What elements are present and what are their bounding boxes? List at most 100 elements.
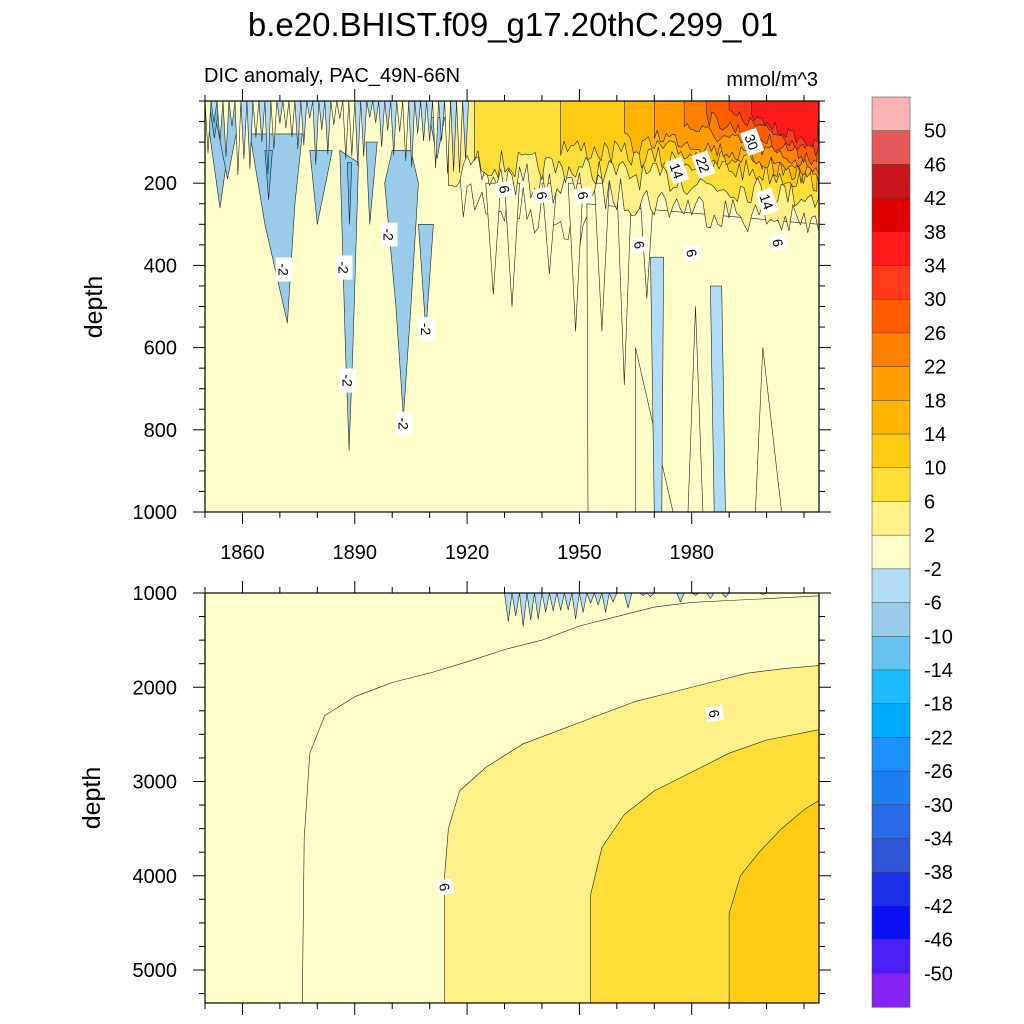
y-tick-label: 5000 [133,960,178,982]
surface-noise [360,101,368,157]
negative-region-5 [384,150,419,418]
surface-noise [420,101,427,141]
top-x-axis: 1860 1890 1920 1950 1980 [204,89,805,564]
contour-label-text: 6 [683,248,700,259]
surface-noise [426,101,433,142]
edge-noise [601,593,610,613]
colorbar-swatch [871,265,911,300]
chart-title: b.e20.BHIST.f09_g17.20thC.299_01 [248,6,778,43]
surface-noise [390,101,398,156]
surface-noise [270,101,278,150]
edge-noise [788,593,797,594]
sliver-neg2-2 [650,256,664,512]
edge-noise [571,593,580,620]
bottom-contour-fills [301,593,819,1003]
edge-noise [706,593,715,599]
edge-noise [504,593,513,622]
band-2-6-deep [586,203,819,512]
colorbar-swatch [871,298,911,334]
surface-noise [372,101,380,123]
surface-noise [288,101,296,138]
colorbar-swatch [871,905,911,941]
surface-noise [384,101,392,131]
contour-label-text: 6 [769,238,786,249]
colorbar-swatch [871,838,911,873]
y-tick-label: 800 [144,420,177,442]
colorbar-swatch [871,96,911,132]
top-y-axis: 200 400 600 800 1000 [133,100,831,524]
edge-noise [564,593,573,611]
colorbar-swatch [871,332,911,368]
colorbar-label: -14 [924,660,953,682]
surface-noise [210,101,218,123]
colorbar-swatch [871,433,911,469]
contour-label: 14 [754,187,780,216]
edge-noise [534,593,543,620]
sliver-neg2-2b [710,285,726,512]
contour-label-text: -2 [381,228,397,241]
colorbar-label: -38 [924,862,953,884]
surface-noise [456,101,463,173]
colorbar-label: -18 [924,694,953,716]
contour-label-text: 14 [667,161,687,181]
edge-noise [526,593,535,621]
y-tick-label: 1000 [133,502,178,524]
surface-noise [294,101,302,149]
contour-label: -2 [417,317,435,342]
contour-label-text: 30 [741,132,761,152]
colorbar-label: -30 [924,795,953,817]
x-tick-label: 1920 [445,542,490,564]
contour-label: 22 [691,150,716,179]
colorbar-swatch [871,973,911,1008]
contour-label: 6 [532,186,553,205]
surface-noise [432,101,439,169]
surface-noise [246,101,254,169]
edge-noise [623,593,633,609]
colorbar-swatch [871,703,911,738]
colorbar-swatch [871,636,911,671]
colorbar-swatch [871,130,911,165]
contour-label-text: -2 [339,374,355,387]
y-tick-label: 200 [144,173,177,195]
bottom-x-axis [204,581,805,1015]
x-tick-label: 1950 [557,542,602,564]
colorbar-label: -2 [924,559,942,581]
edge-noise [668,593,678,594]
colorbar-label: -34 [924,829,953,851]
surface-noise [276,101,284,124]
colorbar-swatch [871,197,911,233]
negative-core-2 [346,162,353,225]
surface-noise [300,101,308,146]
surface-noise [414,101,421,134]
contour-label: -2 [380,222,398,247]
surface-noise [450,101,457,172]
edge-noise [811,593,819,594]
edge-noise [781,593,790,594]
units-label: mmol/m^3 [726,69,818,91]
colorbar-swatch [871,602,911,637]
y-tick-label: 4000 [133,866,178,888]
colorbar-label: 2 [924,525,935,547]
contour-label-text: 6 [706,708,723,719]
colorbar-label: 22 [924,357,946,379]
bottom-contour-labels: 66 [435,704,725,896]
contour-label-text: 14 [756,192,776,212]
edge-noise [594,593,603,606]
band-14-18 [728,800,819,1003]
negative-region-8 [365,141,378,225]
contour-label-text: 22 [693,155,713,175]
surface-noise [234,101,242,176]
surface-noise [264,101,272,175]
colorbar-label: 14 [924,424,946,446]
edge-noise [541,593,550,613]
edge-noise [608,593,618,603]
negative-region-4 [339,150,359,451]
edge-noise [549,593,558,612]
surface-noise [222,101,230,157]
contour-label: 6 [768,233,788,252]
colorbar-swatch [871,501,911,536]
contour-label-text: -2 [276,263,292,276]
colorbar-label: -10 [924,626,953,648]
contour-label: 6 [573,186,594,205]
spike-2-6-2 [541,182,558,274]
